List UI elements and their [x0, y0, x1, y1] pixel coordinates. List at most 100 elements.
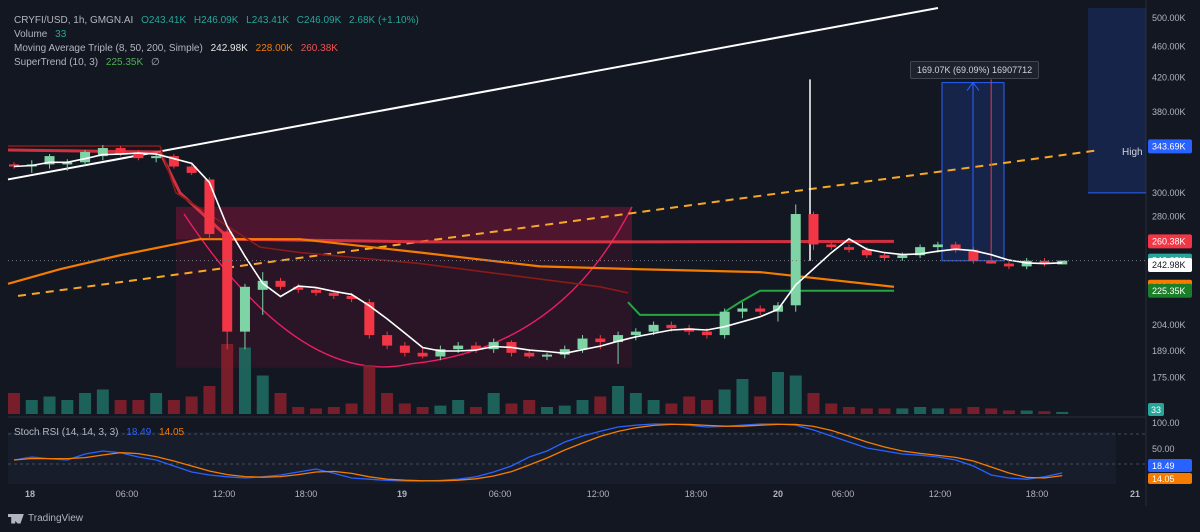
time-tick-label: 20: [773, 489, 783, 499]
legend-ma8: 242.98K: [210, 43, 248, 54]
volume-bar: [292, 407, 305, 414]
price-tick-label: 189.00K: [1152, 346, 1186, 356]
candle-body: [950, 244, 961, 250]
volume-bar: [452, 400, 465, 414]
legend-ma-label[interactable]: Moving Average Triple (8, 50, 200, Simpl…: [14, 43, 203, 54]
legend-symbol[interactable]: CRYFI/USD, 1h, GMGN.AI: [14, 15, 134, 26]
volume-bar: [398, 403, 411, 414]
candle-body: [755, 308, 766, 312]
volume-bar: [487, 393, 500, 414]
time-tick-label: 18:00: [685, 489, 708, 499]
stoch-d-tag: [1148, 473, 1192, 484]
volume-bar: [238, 347, 251, 414]
volume-bar: [612, 386, 625, 414]
volume-bar: [327, 407, 340, 414]
volume-bar: [825, 403, 838, 414]
volume-bar: [25, 400, 38, 414]
time-tick-label: 12:00: [929, 489, 952, 499]
time-tick-label: 19: [397, 489, 407, 499]
volume-bar: [150, 393, 163, 414]
legend-high: H246.09K: [193, 15, 239, 26]
measure-arrow-head: [966, 81, 980, 91]
candle-body: [9, 164, 19, 167]
legend-supertrend-row: SuperTrend (10, 3) 225.35K ∅: [14, 57, 165, 69]
volume-bar: [203, 386, 216, 414]
price-label-bg: [1148, 234, 1192, 249]
candle-body: [861, 249, 872, 256]
volume-bar: [114, 400, 127, 414]
candle-body: [719, 311, 730, 336]
volume-bar: [1002, 410, 1015, 414]
candle-body: [879, 255, 890, 259]
candle-body: [293, 286, 304, 290]
candle-body: [932, 244, 943, 248]
volume-bar: [967, 407, 980, 414]
price-tick-label: 500.00K: [1152, 13, 1186, 23]
candle-body: [115, 148, 126, 155]
volume-bar: [629, 393, 642, 414]
volume-bar: [771, 372, 784, 414]
volume-bar: [8, 393, 20, 414]
candle-body: [80, 152, 91, 163]
volume-bar: [167, 400, 180, 414]
volume-bar: [754, 396, 767, 414]
supertrend-down-line: [8, 145, 629, 294]
legend-ma200: 260.38K: [300, 43, 338, 54]
legend-volume-label[interactable]: Volume: [14, 29, 48, 40]
price-label-text: 225.35K: [1152, 286, 1186, 296]
stoch-tick-label: 100.00: [1152, 418, 1180, 428]
legend-volume-value: 33: [55, 29, 67, 40]
candle-body: [648, 324, 659, 332]
candle-body: [382, 335, 393, 346]
stoch-d-line: [13, 423, 1063, 482]
volume-bar: [700, 400, 713, 414]
volume-bar: [718, 389, 731, 414]
volume-bar: [185, 396, 198, 414]
candle-body: [737, 308, 748, 312]
candle-body: [684, 328, 695, 332]
price-tick-label: 460.00K: [1152, 42, 1186, 52]
volume-bar: [949, 408, 962, 414]
legend-st-label[interactable]: SuperTrend (10, 3): [14, 57, 99, 68]
volume-bar: [363, 365, 376, 414]
candle-body: [186, 166, 197, 173]
price-tick-label: 380.00K: [1152, 107, 1186, 117]
candle-body: [275, 280, 286, 287]
candle-body: [968, 249, 979, 261]
volume-bar: [594, 396, 607, 414]
stoch-legend-row: Stoch RSI (14, 14, 3, 3) 18.49 14.05: [14, 427, 189, 439]
legend-ma50: 228.00K: [255, 43, 293, 54]
volume-bar: [469, 407, 482, 414]
volume-bar: [647, 400, 660, 414]
legend-open: O243.41K: [141, 15, 187, 26]
chart-background: [0, 0, 1200, 506]
candle-body: [257, 280, 268, 290]
time-tick-label: 06:00: [489, 489, 512, 499]
stoch-k-value: 18.49: [126, 427, 152, 438]
candle-body: [453, 345, 464, 350]
price-label-text: 260.38K: [1152, 236, 1186, 246]
volume-bar: [683, 396, 696, 414]
tradingview-logo[interactable]: TradingView: [8, 513, 83, 524]
legend-low: L243.41K: [246, 15, 289, 26]
ma50-line: [7, 238, 895, 288]
candle-body: [542, 354, 552, 357]
volume-bar: [416, 407, 429, 414]
price-tick-label: 420.00K: [1152, 73, 1186, 83]
candle-body: [346, 295, 357, 300]
candle-body: [204, 179, 215, 235]
volume-bar: [1038, 411, 1051, 414]
candle-body: [470, 345, 481, 350]
volume-bar: [256, 375, 269, 414]
stoch-label[interactable]: Stoch RSI (14, 14, 3, 3): [14, 427, 119, 438]
price-label-text: 343.69K: [1152, 141, 1186, 151]
candle-body: [559, 349, 570, 355]
candle-body: [915, 247, 926, 256]
candle-body: [239, 286, 250, 332]
volume-bar: [96, 389, 109, 414]
trendline-white: [7, 7, 939, 181]
legend-ma-row: Moving Average Triple (8, 50, 200, Simpl…: [14, 43, 343, 55]
candle-body: [399, 345, 410, 353]
candle-body: [417, 352, 428, 357]
